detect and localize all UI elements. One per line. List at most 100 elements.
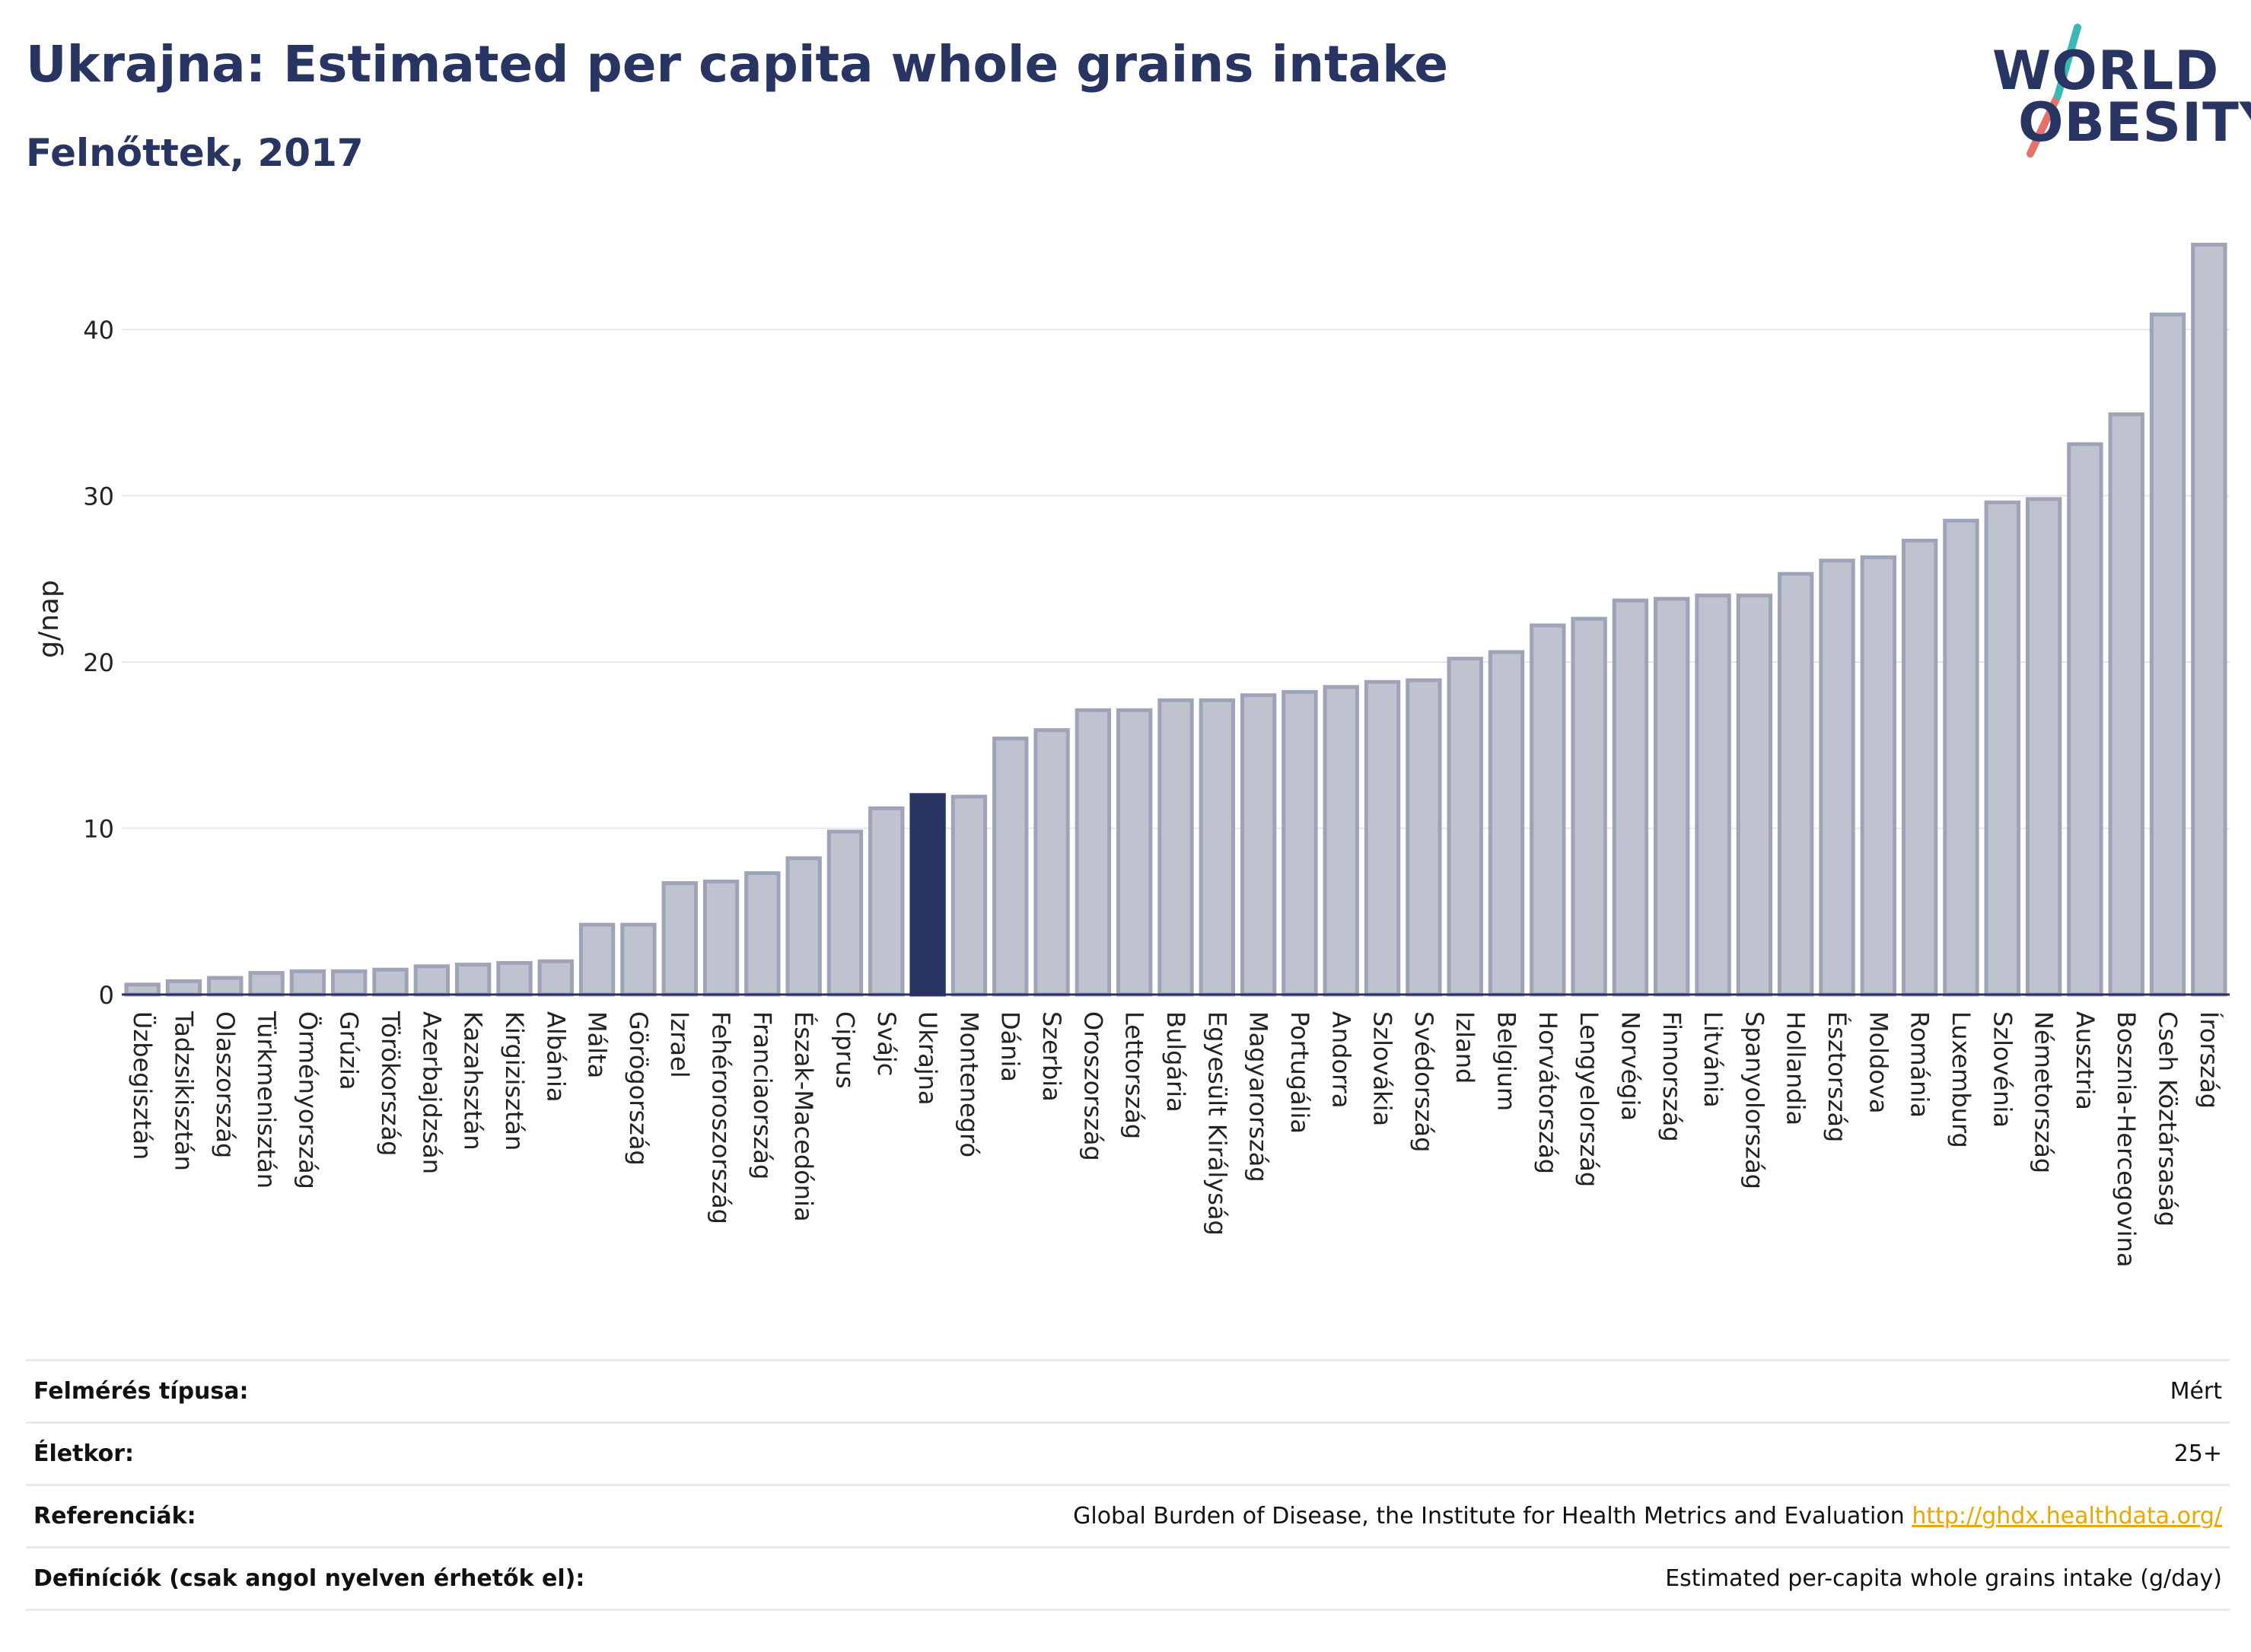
y-tick-label: 10 (83, 814, 114, 843)
bar (1033, 728, 1070, 997)
x-tick-label: Tadzsikisztán (169, 1011, 198, 1171)
x-tick-label: Fehéroroszország (707, 1011, 736, 1224)
bar (578, 922, 616, 997)
info-row-survey-type: Felmérés típusa: Mért (26, 1360, 2230, 1423)
logo-line1: WORLD (1992, 40, 2220, 102)
bar (1157, 698, 1194, 997)
info-value: Mért (2170, 1378, 2222, 1405)
bar (1116, 708, 1153, 997)
x-tick-label: Horvátország (1533, 1011, 1562, 1174)
x-tick-label: Grúzia (335, 1011, 364, 1090)
x-tick-label: Szlovénia (1988, 1011, 2017, 1128)
info-value: 25+ (2173, 1440, 2222, 1467)
x-tick-label: Albánia (541, 1011, 570, 1102)
bars (124, 243, 2227, 997)
bar (1406, 678, 1442, 997)
reference-text: Global Burden of Disease, the Institute … (1073, 1503, 1905, 1529)
x-tick-label: Magyarország (1244, 1011, 1273, 1183)
tick-labels: 0 10 20 30 40 Üzbegisztán Tadzsikisztán Olaszor… (33, 316, 2224, 1267)
reference-link[interactable]: http://ghdx.healthdata.org/ (1912, 1503, 2222, 1529)
bar (124, 982, 161, 997)
bar (661, 881, 698, 997)
x-tick-label: Cseh Köztársaság (2154, 1011, 2183, 1227)
info-label: Referenciák: (33, 1503, 196, 1529)
bar (413, 964, 451, 997)
bar (289, 969, 326, 997)
bar (1364, 680, 1401, 997)
bar (1612, 598, 1649, 997)
x-tick-label: Litvánia (1699, 1011, 1727, 1108)
bar (1819, 559, 1855, 997)
x-tick-label: Svájc (872, 1011, 901, 1076)
bar (1199, 698, 1235, 997)
bar (1654, 597, 1690, 997)
x-tick-label: Málta (583, 1011, 612, 1078)
x-tick-label: Olaszország (211, 1011, 240, 1158)
x-tick-label: Dánia (996, 1011, 1025, 1082)
bar (1778, 571, 1814, 997)
y-tick-label: 0 (99, 981, 114, 1010)
y-tick-label: 30 (83, 482, 114, 511)
bar (1075, 708, 1112, 997)
x-tick-label: Ukrajna (913, 1011, 942, 1106)
bar (1901, 538, 1938, 997)
x-tick-label: Kirgizisztán (500, 1011, 529, 1151)
bar (744, 871, 781, 997)
x-tick-label: Bulgária (1161, 1011, 1190, 1112)
y-tick-label: 20 (83, 648, 114, 677)
bar (1447, 657, 1483, 997)
x-tick-label: Oroszország (1078, 1011, 1107, 1161)
x-tick-label: Izrael (665, 1011, 694, 1078)
bar (1240, 693, 1277, 997)
x-tick-label: Görögország (624, 1011, 653, 1166)
x-tick-label: Románia (1906, 1011, 1934, 1118)
bar (2067, 442, 2103, 997)
bar (372, 967, 409, 997)
bar (454, 963, 492, 997)
x-tick-label: Andorra (1326, 1011, 1355, 1108)
bar (2191, 243, 2227, 997)
info-label: Felmérés típusa: (33, 1378, 249, 1405)
bar (1488, 650, 1525, 997)
bar (165, 979, 202, 997)
logo-slash-icon (2027, 24, 2081, 158)
bar (331, 969, 368, 997)
bar (2108, 412, 2144, 997)
page-title: Ukrajna: Estimated per capita whole grai… (26, 35, 1449, 94)
x-tick-label: Lengyelország (1574, 1011, 1603, 1187)
x-tick-label: Lettország (1120, 1011, 1149, 1139)
bar (2149, 312, 2186, 997)
bar (1695, 594, 1731, 997)
x-tick-label: Bosznia-Hercegovina (2112, 1011, 2141, 1267)
bar (950, 794, 988, 997)
bar (785, 856, 822, 997)
x-tick-label: Belgium (1492, 1011, 1521, 1111)
x-tick-label: Azerbajdzsán (417, 1011, 446, 1174)
x-tick-label: Izland (1450, 1011, 1479, 1084)
x-tick-label: Türkmenisztán (252, 1011, 281, 1189)
x-tick-label: Észak-Macedónia (789, 1011, 818, 1222)
bar (1736, 594, 1773, 997)
bar (620, 922, 657, 997)
bar-highlighted (909, 793, 946, 997)
x-tick-label: Ciprus (830, 1011, 859, 1089)
x-tick-label: Finnország (1657, 1011, 1686, 1142)
x-tick-label: Portugália (1285, 1011, 1314, 1134)
x-tick-label: Kazahsztán (459, 1011, 488, 1151)
bar (1984, 500, 2020, 997)
x-tick-label: Luxemburg (1947, 1011, 1976, 1148)
info-row-references: Referenciák: Global Burden of Disease, t… (26, 1485, 2230, 1548)
x-tick-label: Norvégia (1616, 1011, 1644, 1121)
bar (1530, 623, 1566, 997)
x-tick-label: Törökország (376, 1011, 405, 1156)
bar (1571, 616, 1607, 997)
bar (1943, 518, 1979, 997)
bar (1860, 555, 1897, 997)
x-tick-label: Ausztria (2071, 1011, 2100, 1110)
x-tick-label: Hollandia (1781, 1011, 1810, 1125)
info-label: Életkor: (33, 1440, 135, 1467)
bar (702, 879, 740, 997)
info-value: Estimated per-capita whole grains intake… (1665, 1565, 2222, 1592)
info-value-references: Global Burden of Disease, the Institute … (747, 1485, 2230, 1548)
x-tick-label: Spanyolország (1740, 1011, 1769, 1189)
